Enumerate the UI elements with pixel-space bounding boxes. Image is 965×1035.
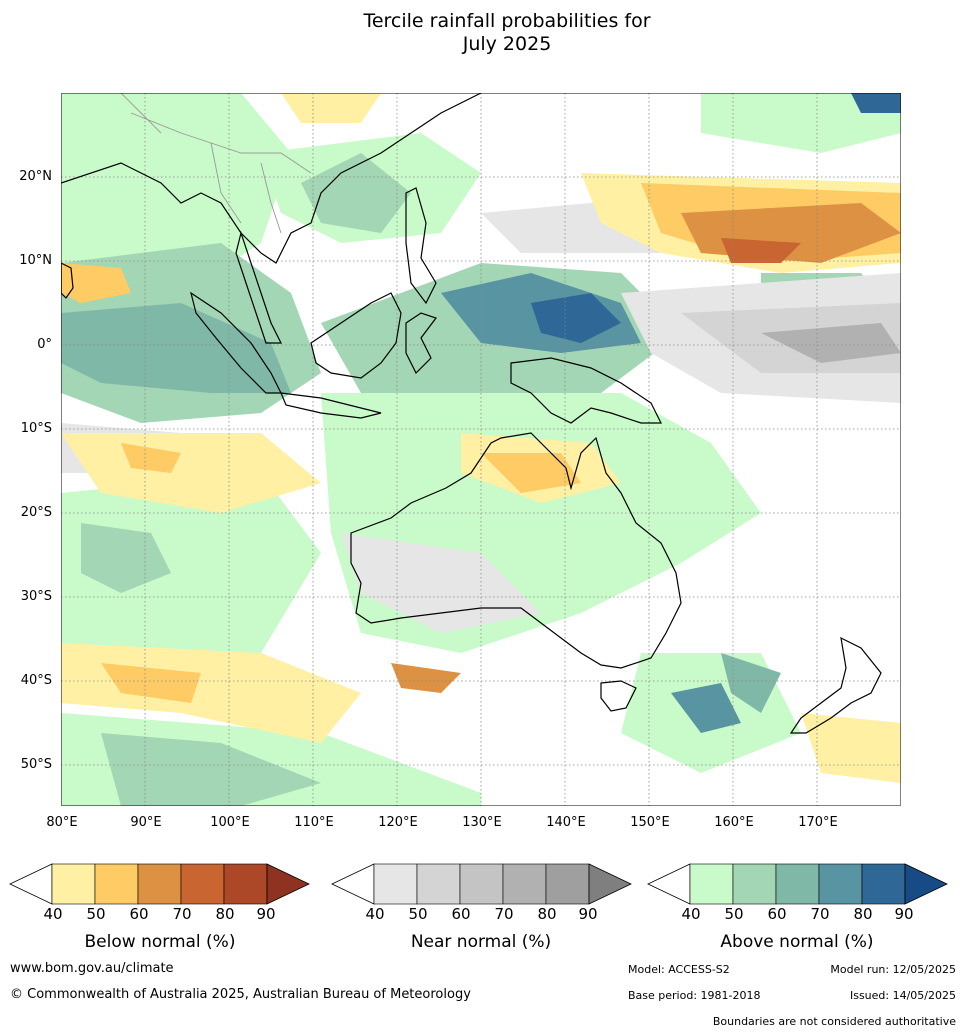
- colorbar-segment: [861, 863, 906, 905]
- tick-label: 90: [894, 905, 914, 923]
- near-normal-colorbar: [331, 863, 632, 905]
- lon-label-130e: 130°E: [462, 815, 502, 830]
- tick-label: 70: [494, 905, 514, 923]
- colorbar-segment: [689, 863, 734, 905]
- lon-label-100e: 100°E: [210, 815, 250, 830]
- colorbar-segment: [223, 863, 268, 905]
- map-canvas: [61, 93, 901, 806]
- tick-label: 50: [724, 905, 744, 923]
- tick-label: 70: [172, 905, 192, 923]
- colorbar-segment: [502, 863, 547, 905]
- tick-label: 40: [681, 905, 701, 923]
- forecast-map: [61, 93, 901, 806]
- above-normal-title: Above normal (%): [720, 932, 874, 952]
- new-zealand-coast: [789, 636, 882, 734]
- colorbar-segment: [180, 863, 225, 905]
- lat-label-30s: 30°S: [20, 589, 52, 604]
- colorbar-segment: [732, 863, 777, 905]
- lat-label-0: 0°: [37, 337, 52, 352]
- sumatra-coast: [190, 291, 282, 394]
- tick-label: 80: [537, 905, 557, 923]
- lon-label-150e: 150°E: [630, 815, 670, 830]
- colorbar-segment: [137, 863, 182, 905]
- map-title: Tercile rainfall probabilities for July …: [0, 10, 965, 56]
- colorbar-segment: [545, 863, 590, 905]
- lat-label-20s: 20°S: [20, 505, 52, 520]
- above-normal-regions: [61, 93, 901, 806]
- tick-label: 70: [810, 905, 830, 923]
- lat-label-40s: 40°S: [20, 673, 52, 688]
- tick-label: 90: [256, 905, 276, 923]
- tick-label: 90: [578, 905, 598, 923]
- graticule: [61, 93, 901, 806]
- india-sri-lanka-coast: [61, 262, 74, 299]
- tasmania-coast: [600, 680, 637, 712]
- copyright-text: © Commonwealth of Australia 2025, Austra…: [10, 987, 471, 1002]
- lat-label-50s: 50°S: [20, 757, 52, 772]
- website-link[interactable]: www.bom.gov.au/climate: [10, 961, 174, 976]
- below-normal-regions: [61, 93, 901, 783]
- near-normal-title: Near normal (%): [410, 932, 552, 952]
- mainland-asia-coast: [61, 93, 482, 264]
- lat-label-10n: 10°N: [19, 253, 52, 268]
- sulawesi-coast: [405, 312, 437, 375]
- colorbar-segment: [51, 863, 96, 905]
- colorbar-high-extension: [266, 863, 310, 905]
- colorbar-segment: [818, 863, 863, 905]
- map-frame: [61, 93, 901, 806]
- issued-text: Issued: 14/05/2025: [849, 989, 956, 1002]
- australia-coast: [350, 432, 682, 669]
- lon-label-110e: 110°E: [294, 815, 334, 830]
- lat-label-10s: 10°S: [20, 421, 52, 436]
- colorbar-segment: [775, 863, 820, 905]
- tick-label: 60: [767, 905, 787, 923]
- colorbar-low-extension: [9, 863, 53, 905]
- tick-label: 50: [408, 905, 428, 923]
- new-guinea-coast: [510, 357, 662, 424]
- colorbar-segment: [94, 863, 139, 905]
- disclaimer-text: Boundaries are not considered authoritat…: [712, 1015, 956, 1028]
- lon-label-160e: 160°E: [714, 815, 754, 830]
- colorbar-segment: [373, 863, 418, 905]
- title-line-1: Tercile rainfall probabilities for: [363, 10, 651, 32]
- lon-label-90e: 90°E: [130, 815, 162, 830]
- colorbar-segment: [416, 863, 461, 905]
- java-coast: [280, 392, 382, 419]
- colorbar-low-extension: [647, 863, 691, 905]
- malay-peninsula-coast: [235, 230, 282, 344]
- model-run-text: Model run: 12/05/2025: [830, 963, 956, 976]
- colorbar-high-extension: [588, 863, 632, 905]
- tick-label: 80: [215, 905, 235, 923]
- tick-label: 80: [853, 905, 873, 923]
- lon-label-120e: 120°E: [378, 815, 418, 830]
- model-text: Model: ACCESS-S2: [628, 963, 730, 976]
- tick-label: 60: [129, 905, 149, 923]
- colorbar-segment: [459, 863, 504, 905]
- tick-label: 40: [43, 905, 63, 923]
- lon-label-170e: 170°E: [798, 815, 838, 830]
- lon-label-80e: 80°E: [46, 815, 78, 830]
- coastlines: [61, 93, 882, 734]
- above-normal-colorbar: [647, 863, 948, 905]
- colorbar-high-extension: [904, 863, 948, 905]
- lon-label-140e: 140°E: [546, 815, 586, 830]
- tick-label: 40: [365, 905, 385, 923]
- philippines-coast: [405, 187, 437, 305]
- borneo-coast: [310, 292, 402, 379]
- title-line-2: July 2025: [462, 33, 552, 55]
- below-normal-colorbar: [9, 863, 310, 905]
- country-borders: [120, 93, 312, 234]
- tick-label: 50: [86, 905, 106, 923]
- colorbar-low-extension: [331, 863, 375, 905]
- lat-label-20n: 20°N: [19, 169, 52, 184]
- base-period-text: Base period: 1981-2018: [628, 989, 761, 1002]
- below-normal-title: Below normal (%): [84, 932, 236, 952]
- tick-label: 60: [451, 905, 471, 923]
